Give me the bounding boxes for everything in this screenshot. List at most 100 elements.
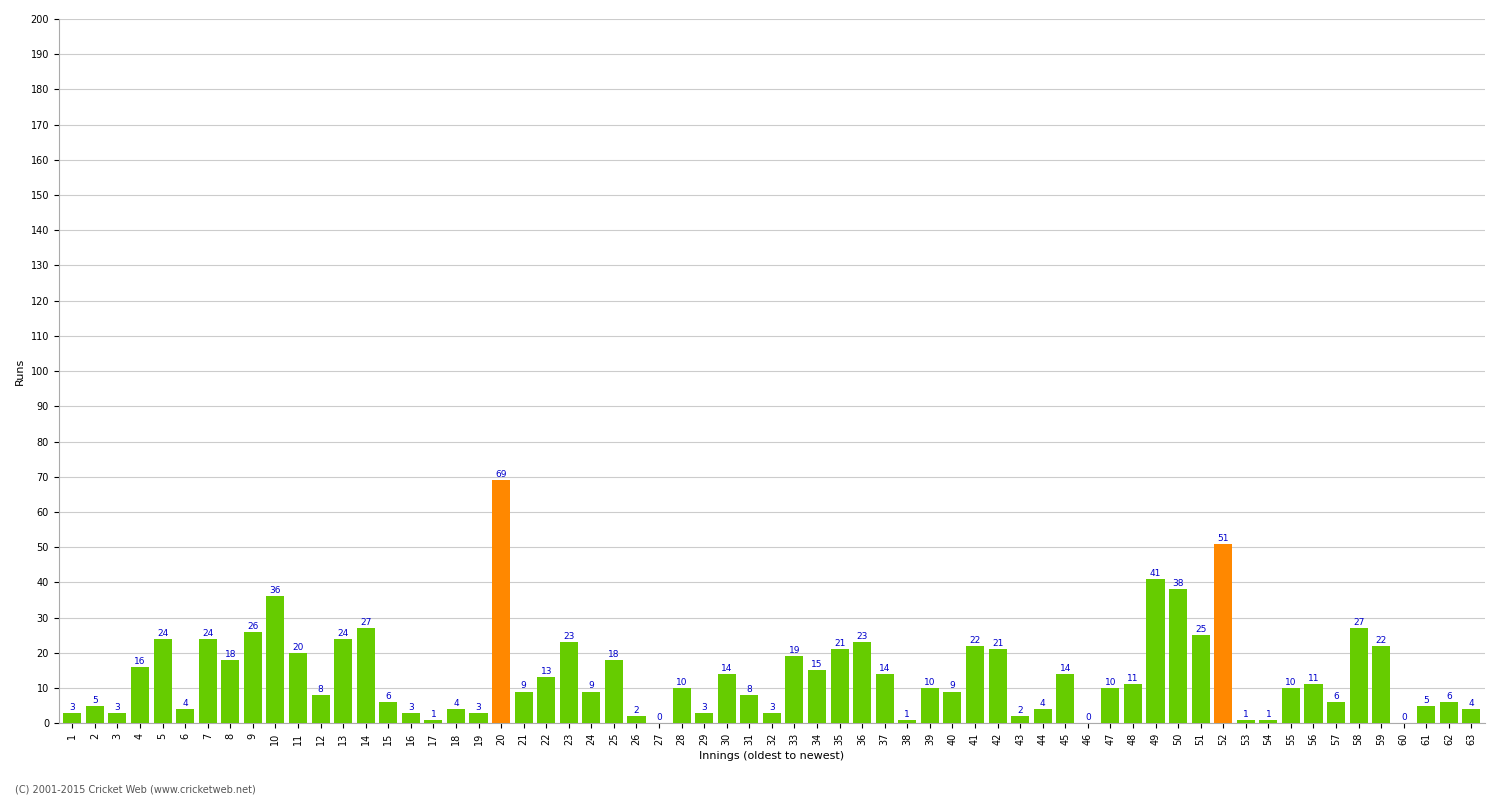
Bar (86, 706, 104, 723)
Bar (108, 713, 126, 723)
Bar (334, 638, 352, 723)
Text: 22: 22 (1376, 636, 1388, 645)
Bar (380, 702, 398, 723)
Text: 22: 22 (969, 636, 981, 645)
Text: 14: 14 (722, 664, 732, 673)
Text: 18: 18 (225, 650, 236, 658)
Bar (808, 670, 826, 723)
Bar (1146, 579, 1164, 723)
Bar (1011, 716, 1029, 723)
Text: 1: 1 (904, 710, 910, 718)
Text: 51: 51 (1218, 534, 1228, 542)
Bar (1282, 688, 1300, 723)
Bar (1462, 709, 1480, 723)
Text: 10: 10 (676, 678, 687, 687)
Text: 13: 13 (540, 667, 552, 676)
Bar (447, 709, 465, 723)
Bar (604, 660, 622, 723)
Bar (357, 628, 375, 723)
Text: 21: 21 (834, 639, 846, 648)
Bar (153, 638, 171, 723)
Text: 4: 4 (453, 699, 459, 708)
Bar (764, 713, 782, 723)
Y-axis label: Runs: Runs (15, 358, 26, 385)
Bar (694, 713, 712, 723)
Text: 69: 69 (495, 470, 507, 479)
Bar (424, 720, 442, 723)
Text: 25: 25 (1196, 625, 1206, 634)
Text: 23: 23 (856, 632, 868, 641)
Bar (312, 695, 330, 723)
Text: 4: 4 (183, 699, 188, 708)
Text: 10: 10 (1286, 678, 1296, 687)
Bar (1418, 706, 1436, 723)
Bar (786, 656, 804, 723)
Bar (1440, 702, 1458, 723)
Bar (1034, 709, 1052, 723)
Bar (1260, 720, 1278, 723)
Bar (831, 650, 849, 723)
Bar (1168, 590, 1186, 723)
Bar (1056, 674, 1074, 723)
Text: 24: 24 (158, 629, 168, 638)
Text: 3: 3 (476, 702, 482, 712)
Text: 4: 4 (1040, 699, 1046, 708)
Bar (1372, 646, 1390, 723)
Text: 0: 0 (1401, 713, 1407, 722)
Bar (1214, 544, 1233, 723)
Bar (63, 713, 81, 723)
Text: 41: 41 (1150, 569, 1161, 578)
Bar (267, 597, 285, 723)
Text: 3: 3 (408, 702, 414, 712)
Text: 3: 3 (770, 702, 776, 712)
X-axis label: Innings (oldest to newest): Innings (oldest to newest) (699, 751, 844, 761)
Bar (741, 695, 759, 723)
Bar (130, 667, 148, 723)
Text: 6: 6 (386, 692, 392, 701)
Text: 24: 24 (338, 629, 348, 638)
Bar (1238, 720, 1256, 723)
Text: 38: 38 (1173, 579, 1184, 588)
Bar (514, 691, 532, 723)
Bar (1124, 685, 1142, 723)
Text: 3: 3 (114, 702, 120, 712)
Text: 24: 24 (202, 629, 213, 638)
Bar (198, 638, 216, 723)
Bar (470, 713, 488, 723)
Bar (1101, 688, 1119, 723)
Bar (176, 709, 194, 723)
Bar (876, 674, 894, 723)
Bar (290, 653, 308, 723)
Text: 5: 5 (92, 695, 98, 705)
Text: 1: 1 (1266, 710, 1270, 718)
Text: 10: 10 (1104, 678, 1116, 687)
Text: 9: 9 (950, 682, 956, 690)
Text: 21: 21 (992, 639, 1004, 648)
Text: 1: 1 (430, 710, 436, 718)
Text: 8: 8 (318, 685, 324, 694)
Text: 11: 11 (1308, 674, 1318, 683)
Text: 36: 36 (270, 586, 280, 595)
Text: 27: 27 (1353, 618, 1365, 627)
Text: 6: 6 (1446, 692, 1452, 701)
Bar (582, 691, 600, 723)
Text: 14: 14 (879, 664, 891, 673)
Text: 14: 14 (1059, 664, 1071, 673)
Text: 18: 18 (608, 650, 619, 658)
Text: 11: 11 (1126, 674, 1138, 683)
Text: 6: 6 (1334, 692, 1340, 701)
Text: 16: 16 (135, 657, 146, 666)
Bar (402, 713, 420, 723)
Bar (537, 678, 555, 723)
Text: 0: 0 (656, 713, 662, 722)
Bar (1350, 628, 1368, 723)
Bar (717, 674, 736, 723)
Bar (1191, 635, 1209, 723)
Text: 19: 19 (789, 646, 800, 655)
Bar (222, 660, 240, 723)
Bar (560, 642, 578, 723)
Text: 8: 8 (747, 685, 752, 694)
Text: 15: 15 (812, 660, 824, 670)
Bar (244, 632, 262, 723)
Bar (1305, 685, 1323, 723)
